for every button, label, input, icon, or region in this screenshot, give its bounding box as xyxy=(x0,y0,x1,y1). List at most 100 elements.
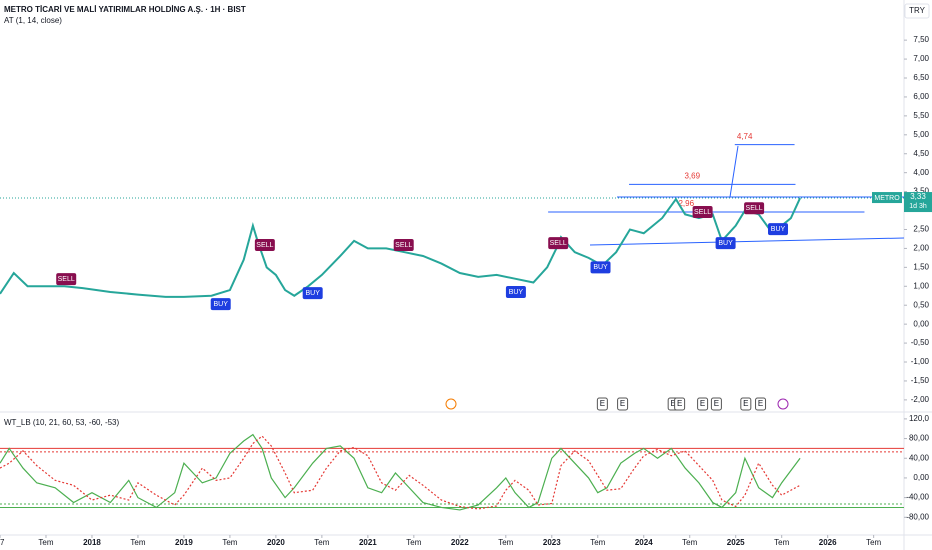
x-tick-label: Tem xyxy=(774,538,789,547)
x-tick-label: 2026 xyxy=(819,538,837,547)
event-box xyxy=(697,397,709,411)
chart-title: METRO TİCARİ VE MALİ YATIRIMLAR HOLDİNG … xyxy=(4,5,246,14)
price-tag-value: 3,33 xyxy=(910,192,926,201)
series-line xyxy=(0,435,801,510)
signal-box xyxy=(744,202,765,215)
event-box xyxy=(740,397,752,411)
signal-box xyxy=(505,285,526,298)
y-tick-label: 40,00 xyxy=(909,453,930,462)
event-label: E xyxy=(758,399,763,408)
dividend-icon[interactable] xyxy=(445,398,457,410)
oscillator-title: WT_LB (10, 21, 60, 53, -60, -53) xyxy=(4,418,120,427)
signal-label: SELL xyxy=(395,242,412,249)
event-label: E xyxy=(743,399,748,408)
event-box xyxy=(710,397,722,411)
y-tick-label: -0,50 xyxy=(911,338,930,347)
y-tick-label: 1,00 xyxy=(913,281,929,290)
y-tick-label: 2,50 xyxy=(913,225,929,234)
y-tick-label: 4,50 xyxy=(913,149,929,158)
x-tick-label: Tem xyxy=(866,538,881,547)
event-label: E xyxy=(620,399,625,408)
x-tick-label: Tem xyxy=(38,538,53,547)
event-box xyxy=(596,397,608,411)
split-icon[interactable] xyxy=(777,398,789,410)
signal-label: SELL xyxy=(550,240,567,247)
signal-label: BUY xyxy=(771,226,786,233)
x-tick-label: 2022 xyxy=(451,538,469,547)
signal-box xyxy=(590,261,611,274)
price-tag-countdown: 1d 3h xyxy=(909,203,927,210)
y-tick-label: 120,0 xyxy=(909,414,930,423)
x-tick-label: 2018 xyxy=(83,538,101,547)
y-tick-label: 0,00 xyxy=(913,473,929,482)
x-tick-label: Tem xyxy=(498,538,513,547)
y-tick-label: -2,00 xyxy=(911,395,930,404)
x-tick-label: Tem xyxy=(590,538,605,547)
level-label: 2,96 xyxy=(678,199,694,208)
y-tick-label: 2,00 xyxy=(913,244,929,253)
x-tick-label: 2024 xyxy=(635,538,653,547)
y-tick-label: 0,50 xyxy=(913,300,929,309)
x-tick-label: 17 xyxy=(0,538,5,547)
y-tick-label: -1,50 xyxy=(911,376,930,385)
x-tick-label: Tem xyxy=(682,538,697,547)
signal-label: SELL xyxy=(256,242,273,249)
series-line xyxy=(0,433,801,511)
y-tick-label: 5,50 xyxy=(913,111,929,120)
y-tick-label: 6,00 xyxy=(913,92,929,101)
level-label: 3,69 xyxy=(684,172,700,181)
signal-box xyxy=(768,223,789,236)
signal-box xyxy=(56,273,77,286)
y-tick-label: -40,00 xyxy=(906,493,929,502)
event-label: E xyxy=(714,399,719,408)
event-box xyxy=(617,397,629,411)
x-tick-label: Tem xyxy=(222,538,237,547)
y-tick-label: 7,50 xyxy=(913,35,929,44)
y-tick-label: 4,00 xyxy=(913,168,929,177)
event-label: E xyxy=(677,399,682,408)
x-tick-label: 2021 xyxy=(359,538,377,547)
projection-line xyxy=(729,145,739,198)
price-tag-name: METRO xyxy=(874,195,900,202)
y-tick-label: 5,00 xyxy=(913,130,929,139)
signal-box xyxy=(254,239,275,252)
price-tag xyxy=(872,192,902,204)
y-tick-label: 1,50 xyxy=(913,262,929,271)
signal-label: BUY xyxy=(214,301,229,308)
x-tick-label: Tem xyxy=(130,538,145,547)
signal-label: SELL xyxy=(58,276,75,283)
x-tick-label: 2025 xyxy=(727,538,745,547)
event-label: E xyxy=(600,399,605,408)
y-tick-label: 7,00 xyxy=(913,54,929,63)
x-tick-label: Tem xyxy=(314,538,329,547)
x-tick-label: 2020 xyxy=(267,538,285,547)
price-tag xyxy=(904,192,932,213)
y-tick-label: 80,00 xyxy=(909,434,930,443)
series-line xyxy=(0,197,801,298)
signal-label: SELL xyxy=(694,209,711,216)
x-tick-label: 2023 xyxy=(543,538,561,547)
y-tick-label: -1,00 xyxy=(911,357,930,366)
indicator-title: AT (1, 14, close) xyxy=(4,16,62,25)
trend-line xyxy=(589,237,905,246)
event-box xyxy=(674,397,686,411)
signal-label: BUY xyxy=(509,289,524,296)
y-tick-label: 6,50 xyxy=(913,73,929,82)
signal-box xyxy=(692,206,713,219)
signal-box xyxy=(393,239,414,252)
signal-label: BUY xyxy=(305,290,320,297)
currency-box[interactable] xyxy=(904,3,930,19)
x-tick-label: Tem xyxy=(406,538,421,547)
signal-box xyxy=(715,237,736,250)
event-label: E xyxy=(700,399,705,408)
y-tick-label: 0,00 xyxy=(913,319,929,328)
y-tick-label: -80,00 xyxy=(906,512,929,521)
level-label: 4,74 xyxy=(737,132,753,141)
signal-box xyxy=(210,298,231,311)
signal-label: BUY xyxy=(593,264,608,271)
signal-box xyxy=(302,287,323,300)
event-box xyxy=(755,397,767,411)
currency[interactable]: TRY xyxy=(909,6,926,15)
signal-label: SELL xyxy=(746,205,763,212)
